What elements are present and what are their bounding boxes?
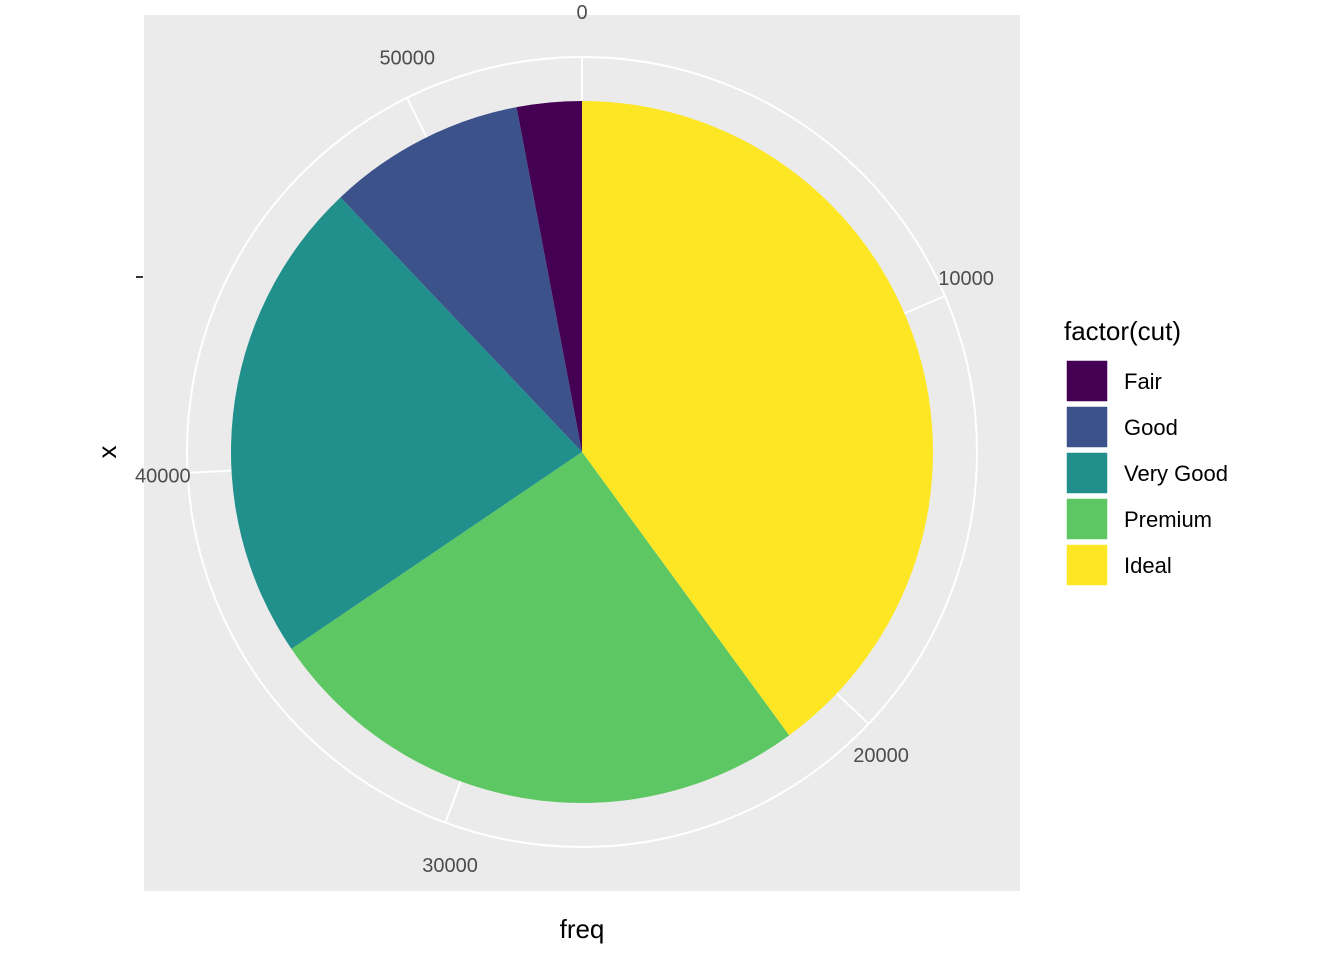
- theta-tick-label: 30000: [422, 855, 478, 877]
- legend-key-fair: [1065, 359, 1109, 403]
- slice-layer: [230, 101, 934, 804]
- grid-layer: [186, 56, 978, 848]
- grid-spoke: [444, 775, 464, 823]
- theta-tick-label: 50000: [379, 48, 435, 70]
- legend-key-ideal: [1065, 543, 1109, 587]
- legend-label: Premium: [1124, 507, 1212, 532]
- legend-label: Ideal: [1124, 553, 1172, 578]
- pie-slice-ideal: [582, 101, 934, 736]
- y-axis-title: x: [92, 446, 122, 459]
- legend-label: Very Good: [1124, 461, 1228, 486]
- legend-label: Fair: [1124, 369, 1162, 394]
- legend-label: Good: [1124, 415, 1178, 440]
- legend-key-good: [1065, 405, 1109, 449]
- theta-tick-label: 40000: [135, 465, 191, 487]
- grid-spoke: [187, 469, 238, 474]
- grid-spoke: [898, 295, 946, 317]
- x-axis-title: freq: [560, 914, 605, 944]
- theta-tick-label: 20000: [853, 745, 909, 767]
- theta-tick-label: 10000: [938, 268, 994, 290]
- pie-slice-fair: [516, 101, 582, 452]
- theta-tick-labels: 0 10000 20000 30000 40000 50000: [135, 2, 994, 877]
- pie-slice-good: [340, 107, 582, 452]
- legend-items: Fair Good Very Good Premium Ideal: [1065, 359, 1228, 587]
- legend: factor(cut) Fair Good Very Good Premium Idea…: [1064, 316, 1228, 587]
- grid-spoke: [831, 688, 870, 725]
- pie-slice-very-good: [230, 197, 582, 649]
- theta-tick-label: 0: [576, 2, 587, 24]
- legend-title: factor(cut): [1064, 316, 1181, 346]
- grid-spoke: [406, 97, 431, 144]
- pie-slice-premium: [291, 452, 790, 804]
- legend-key-very-good: [1065, 451, 1109, 495]
- legend-key-premium: [1065, 497, 1109, 541]
